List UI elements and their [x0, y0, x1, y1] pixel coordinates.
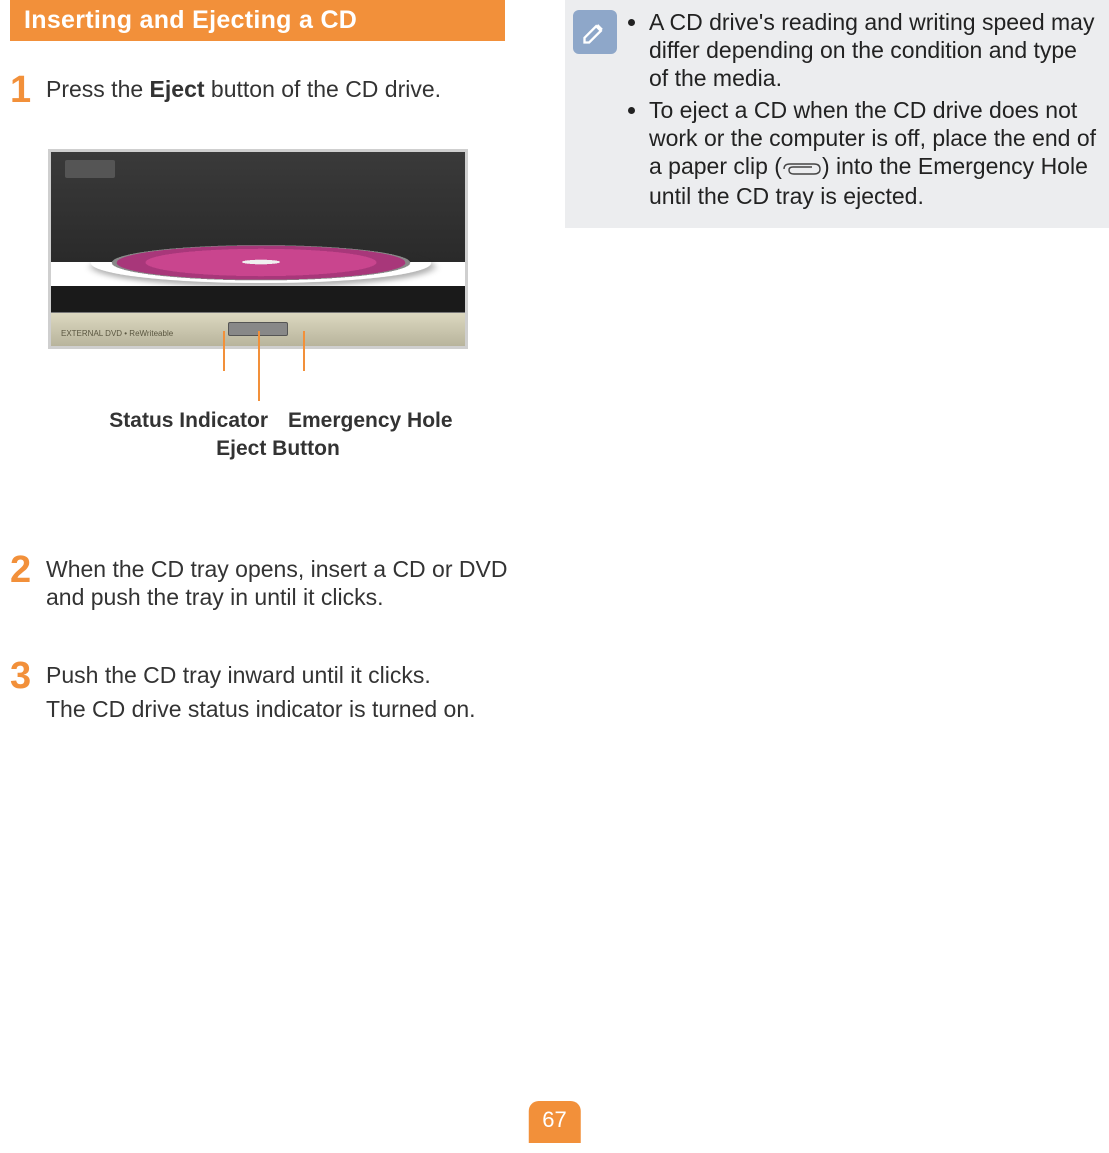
- step1-text-before: Press the: [46, 76, 150, 102]
- cd-disc: [82, 243, 439, 283]
- callout-status-indicator: Status Indicator: [58, 409, 268, 433]
- step-number: 3: [10, 657, 46, 723]
- drive-label: [65, 160, 115, 178]
- page-number: 67: [528, 1101, 580, 1143]
- note-content: A CD drive's reading and writing speed m…: [627, 8, 1101, 214]
- step-1: 1 Press the Eject button of the CD drive…: [0, 71, 535, 109]
- step-2: 2 When the CD tray opens, insert a CD or…: [0, 551, 535, 611]
- step-number: 1: [10, 71, 46, 109]
- tray-dark: [51, 286, 465, 312]
- cd-drive-illustration: EXTERNAL DVD • ReWriteable: [48, 149, 468, 349]
- step3-sub: The CD drive status indicator is turned …: [46, 695, 476, 723]
- figure-callouts: Status Indicator Emergency Hole Eject Bu…: [28, 409, 528, 461]
- note-item-1: A CD drive's reading and writing speed m…: [649, 8, 1101, 92]
- step-text: Push the CD tray inward until it clicks.…: [46, 657, 476, 723]
- left-column: Inserting and Ejecting a CD 1 Press the …: [0, 0, 555, 749]
- step3-main: Push the CD tray inward until it clicks.: [46, 661, 476, 689]
- paperclip-icon: [782, 154, 822, 182]
- pointer-emergency: [303, 331, 305, 371]
- pencil-note-icon: [573, 10, 617, 54]
- right-column: A CD drive's reading and writing speed m…: [555, 0, 1109, 749]
- figure-pointers: [48, 349, 468, 409]
- step-number: 2: [10, 551, 46, 611]
- cd-drive-figure: EXTERNAL DVD • ReWriteable Status Indica…: [48, 149, 478, 461]
- step-text: Press the Eject button of the CD drive.: [46, 71, 441, 109]
- callout-emergency-hole: Emergency Hole: [278, 409, 498, 433]
- pointer-eject: [258, 331, 260, 401]
- pointer-status: [223, 331, 225, 371]
- callout-eject-button: Eject Button: [28, 437, 528, 461]
- note-item-2: To eject a CD when the CD drive does not…: [649, 96, 1101, 210]
- tray-text: EXTERNAL DVD • ReWriteable: [61, 329, 173, 338]
- step1-bold: Eject: [150, 76, 205, 102]
- section-header: Inserting and Ejecting a CD: [10, 0, 505, 41]
- step1-text-after: button of the CD drive.: [205, 76, 442, 102]
- step-3: 3 Push the CD tray inward until it click…: [0, 657, 535, 723]
- note-box: A CD drive's reading and writing speed m…: [565, 0, 1109, 228]
- step-text: When the CD tray opens, insert a CD or D…: [46, 551, 515, 611]
